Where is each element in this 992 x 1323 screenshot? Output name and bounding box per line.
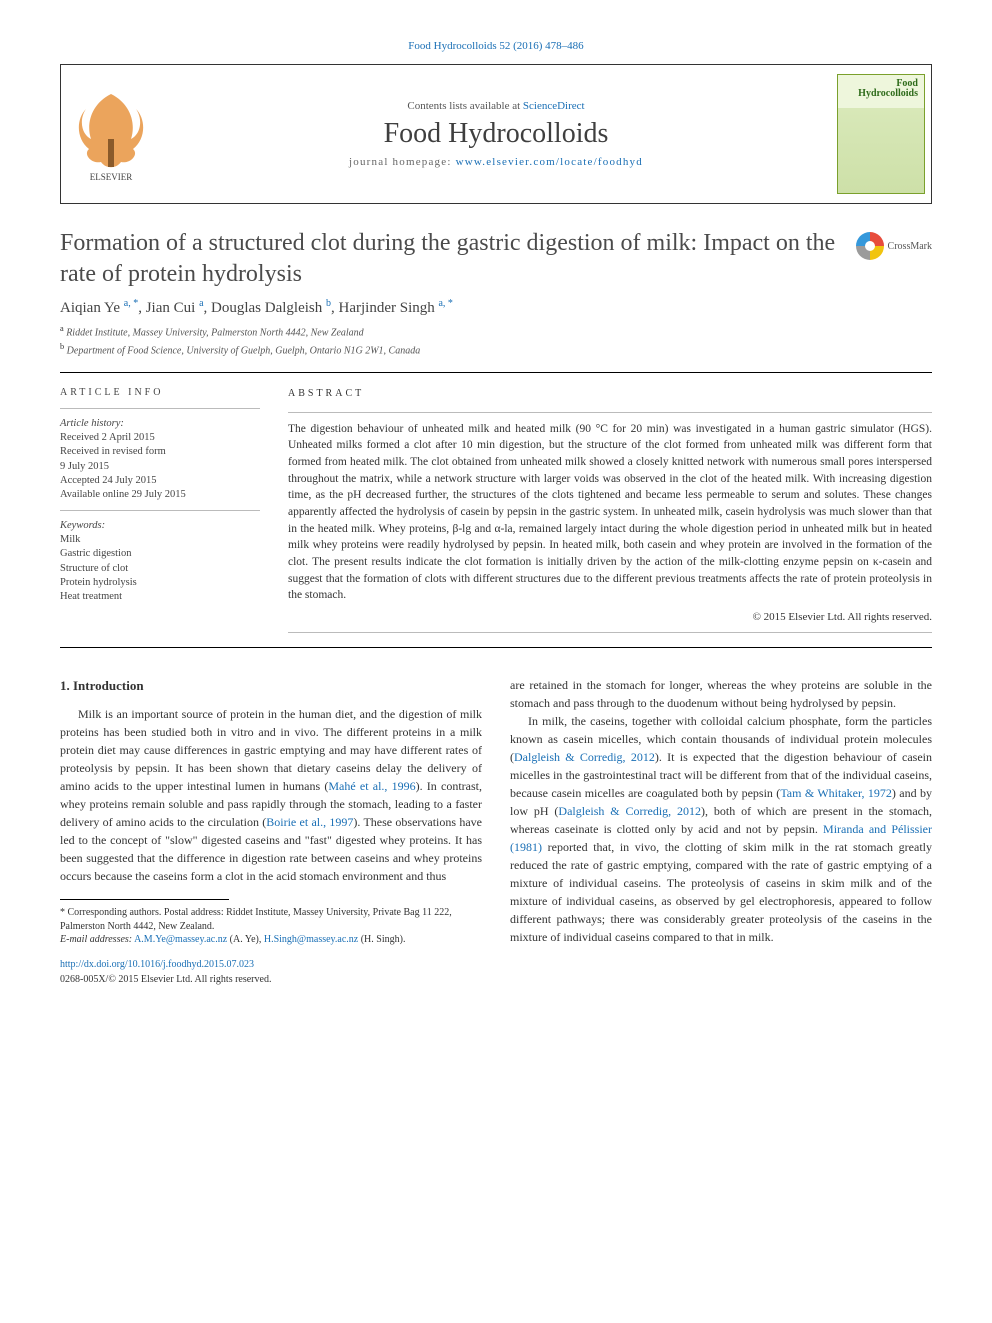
crossmark[interactable]: CrossMark bbox=[856, 232, 932, 260]
ref-boirie-1997[interactable]: Boirie et al., 1997 bbox=[266, 815, 353, 829]
keywords-block: Keywords: MilkGastric digestionStructure… bbox=[60, 519, 260, 604]
footnote-block: * Corresponding authors. Postal address:… bbox=[60, 899, 482, 987]
body-columns: 1. Introduction Milk is an important sou… bbox=[60, 676, 932, 987]
history-line: 9 July 2015 bbox=[60, 460, 260, 474]
section-heading: 1. Introduction bbox=[60, 676, 482, 696]
crossmark-icon bbox=[856, 232, 884, 260]
cover-thumbnail: Food Hydrocolloids bbox=[837, 74, 925, 194]
elsevier-text: ELSEVIER bbox=[90, 172, 133, 182]
journal-header: ELSEVIER Contents lists available at Sci… bbox=[60, 64, 932, 204]
elsevier-tree-icon: ELSEVIER bbox=[71, 84, 151, 184]
doi-link[interactable]: http://dx.doi.org/10.1016/j.foodhyd.2015… bbox=[60, 959, 254, 970]
title-row: Formation of a structured clot during th… bbox=[60, 228, 932, 290]
header-center: Contents lists available at ScienceDirec… bbox=[161, 65, 831, 203]
keyword: Milk bbox=[60, 533, 260, 547]
section-number: 1. bbox=[60, 678, 70, 693]
abstract-column: ABSTRACT The digestion behaviour of unhe… bbox=[288, 387, 932, 633]
corresponding-author: * Corresponding authors. Postal address:… bbox=[60, 906, 482, 933]
rule-bottom bbox=[60, 647, 932, 648]
ref-dalgleish-2012a[interactable]: Dalgleish & Corredig, 2012 bbox=[514, 750, 655, 764]
crossmark-label: CrossMark bbox=[888, 241, 932, 252]
contents-prefix: Contents lists available at bbox=[407, 100, 522, 112]
doi-block: http://dx.doi.org/10.1016/j.foodhyd.2015… bbox=[60, 957, 482, 987]
top-reference: Food Hydrocolloids 52 (2016) 478–486 bbox=[60, 40, 932, 52]
history-line: Accepted 24 July 2015 bbox=[60, 474, 260, 488]
abstract-text: The digestion behaviour of unheated milk… bbox=[288, 421, 932, 604]
history-line: Available online 29 July 2015 bbox=[60, 488, 260, 502]
contents-line: Contents lists available at ScienceDirec… bbox=[407, 100, 584, 112]
homepage-prefix: journal homepage: bbox=[349, 156, 456, 168]
authors: Aiqian Ye a, *, Jian Cui a, Douglas Dalg… bbox=[60, 298, 932, 317]
sciencedirect-link[interactable]: ScienceDirect bbox=[523, 100, 585, 112]
ref-dalgleish-2012b[interactable]: Dalgleish & Corredig, 2012 bbox=[558, 804, 701, 818]
issn-line: 0268-005X/© 2015 Elsevier Ltd. All right… bbox=[60, 974, 271, 985]
history-line: Received in revised form bbox=[60, 445, 260, 459]
article-title: Formation of a structured clot during th… bbox=[60, 228, 844, 290]
footnote-rule bbox=[60, 899, 229, 900]
intro-para-1: Milk is an important source of protein i… bbox=[60, 705, 482, 885]
ref-mahe-1996[interactable]: Mahé et al., 1996 bbox=[328, 779, 415, 793]
info-abstract-row: ARTICLE INFO Article history: Received 2… bbox=[60, 387, 932, 633]
keyword: Protein hydrolysis bbox=[60, 576, 260, 590]
journal-cover: Food Hydrocolloids bbox=[831, 65, 931, 203]
top-reference-link[interactable]: Food Hydrocolloids 52 (2016) 478–486 bbox=[408, 40, 583, 52]
keywords-label: Keywords: bbox=[60, 520, 105, 531]
email-singh-who: (H. Singh). bbox=[361, 934, 406, 945]
intro-para-3: In milk, the caseins, together with coll… bbox=[510, 712, 932, 946]
cover-title-line2: Hydrocolloids bbox=[842, 89, 918, 99]
email-ye-who: (A. Ye), bbox=[230, 934, 262, 945]
email-label: E-mail addresses: bbox=[60, 934, 132, 945]
affiliation: a Riddet Institute, Massey University, P… bbox=[60, 323, 932, 340]
email-line: E-mail addresses: A.M.Ye@massey.ac.nz (A… bbox=[60, 933, 482, 947]
history-label: Article history: bbox=[60, 418, 124, 429]
rule-top bbox=[60, 372, 932, 373]
affiliations: a Riddet Institute, Massey University, P… bbox=[60, 323, 932, 358]
keyword: Structure of clot bbox=[60, 562, 260, 576]
homepage-link[interactable]: www.elsevier.com/locate/foodhyd bbox=[456, 156, 643, 168]
keyword: Gastric digestion bbox=[60, 547, 260, 561]
history-line: Received 2 April 2015 bbox=[60, 431, 260, 445]
affiliation: b Department of Food Science, University… bbox=[60, 341, 932, 358]
article-info-column: ARTICLE INFO Article history: Received 2… bbox=[60, 387, 260, 633]
email-singh[interactable]: H.Singh@massey.ac.nz bbox=[264, 934, 358, 945]
journal-name: Food Hydrocolloids bbox=[384, 118, 609, 150]
article-info-heading: ARTICLE INFO bbox=[60, 387, 260, 398]
ref-tam-1972[interactable]: Tam & Whitaker, 1972 bbox=[780, 786, 892, 800]
intro-para-2: are retained in the stomach for longer, … bbox=[510, 676, 932, 712]
email-ye[interactable]: A.M.Ye@massey.ac.nz bbox=[134, 934, 227, 945]
para3e-text: reported that, in vivo, the clotting of … bbox=[510, 840, 932, 944]
article-history: Article history: Received 2 April 2015Re… bbox=[60, 417, 260, 502]
abstract-heading: ABSTRACT bbox=[288, 387, 932, 402]
keyword: Heat treatment bbox=[60, 590, 260, 604]
section-title: Introduction bbox=[73, 678, 144, 693]
abstract-copyright: © 2015 Elsevier Ltd. All rights reserved… bbox=[288, 610, 932, 626]
homepage-line: journal homepage: www.elsevier.com/locat… bbox=[349, 156, 643, 168]
elsevier-logo: ELSEVIER bbox=[61, 65, 161, 203]
